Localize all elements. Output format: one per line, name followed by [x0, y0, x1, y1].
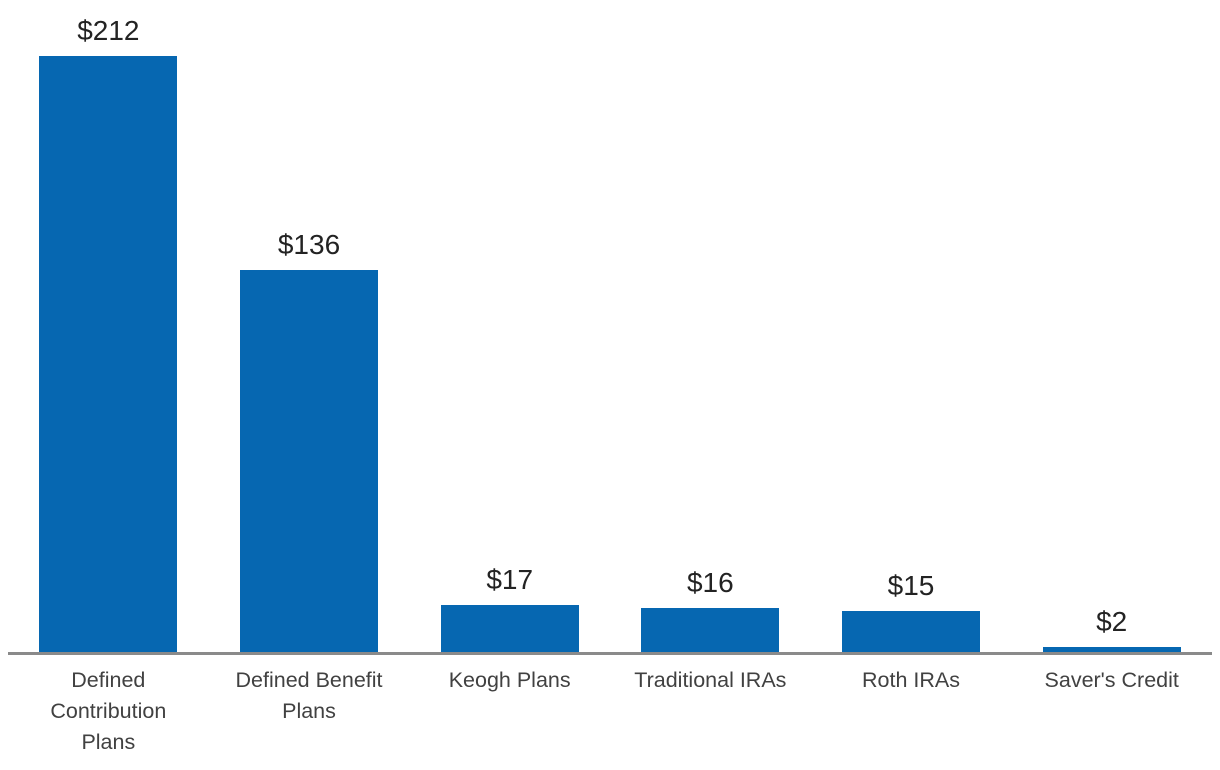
bar-value-label: $16 [686, 567, 734, 599]
bar-value-label: $15 [887, 570, 935, 602]
bar [39, 56, 178, 653]
bar [842, 611, 981, 653]
bar-column: $136 [209, 0, 410, 653]
plot-area: $212 $136 $17 $16 $15 $2 [8, 0, 1212, 653]
bar-column: $16 [610, 0, 811, 653]
category-label: Traditional IRAs [634, 668, 787, 692]
bar-column: $212 [8, 0, 209, 653]
x-axis-line [8, 652, 1212, 655]
category-label: Keogh Plans [448, 668, 571, 692]
bar-value-label: $212 [77, 15, 140, 47]
bar [440, 605, 579, 653]
bar [641, 608, 780, 653]
bar [240, 270, 378, 653]
category-axis: Defined Contribution Plans Defined Benefi… [8, 665, 1212, 758]
bar-value-label: $2 [1096, 606, 1128, 638]
category-label: Saver's Credit [1044, 668, 1179, 692]
bar-value-label: $136 [277, 229, 341, 261]
bar-value-label: $17 [486, 564, 534, 596]
bar [1042, 647, 1181, 653]
bar-column: $17 [409, 0, 610, 653]
bar-column: $15 [811, 0, 1012, 653]
category-label: Defined Contribution Plans [50, 668, 167, 754]
bar-column: $2 [1011, 0, 1212, 653]
category-label: Defined Benefit Plans [235, 668, 383, 723]
category-label: Roth IRAs [862, 668, 961, 692]
